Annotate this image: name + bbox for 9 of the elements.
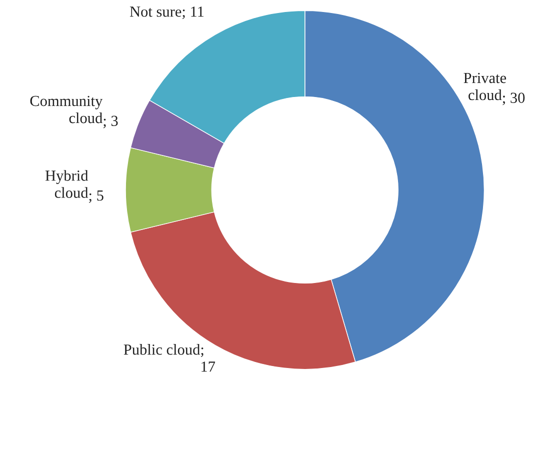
data-label: ; 11 xyxy=(182,6,204,20)
slice-label: Public cloud xyxy=(124,344,200,355)
slice-label: Hybrid cloud xyxy=(45,170,88,198)
slice-label: Not sure xyxy=(130,6,182,17)
slice-label: Community cloud xyxy=(30,96,103,124)
data-label: ; 17 xyxy=(200,347,216,372)
data-label: ; 5 xyxy=(89,190,104,203)
data-label: ; 3 xyxy=(103,116,118,128)
data-label: ; 30 xyxy=(502,92,525,106)
